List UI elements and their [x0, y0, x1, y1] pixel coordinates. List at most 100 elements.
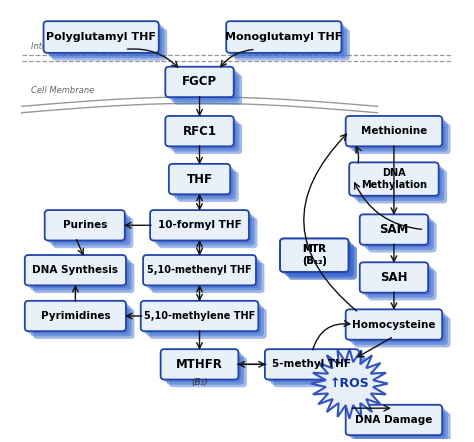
FancyBboxPatch shape	[360, 262, 428, 293]
Text: RFC1: RFC1	[182, 125, 217, 137]
FancyBboxPatch shape	[141, 301, 258, 331]
FancyBboxPatch shape	[346, 309, 442, 340]
Text: DNA
Methylation: DNA Methylation	[361, 168, 427, 190]
FancyBboxPatch shape	[271, 354, 365, 385]
FancyBboxPatch shape	[144, 303, 261, 334]
Text: MTHFR: MTHFR	[176, 358, 223, 371]
FancyBboxPatch shape	[146, 258, 259, 288]
FancyBboxPatch shape	[49, 27, 164, 58]
Text: ↑ROS: ↑ROS	[329, 377, 369, 390]
FancyBboxPatch shape	[33, 309, 135, 339]
FancyBboxPatch shape	[27, 258, 129, 288]
FancyBboxPatch shape	[30, 306, 132, 336]
FancyBboxPatch shape	[351, 121, 448, 152]
FancyBboxPatch shape	[365, 267, 434, 298]
FancyBboxPatch shape	[354, 317, 451, 347]
FancyBboxPatch shape	[289, 246, 357, 280]
Text: Cell Membrane: Cell Membrane	[31, 87, 94, 95]
FancyBboxPatch shape	[348, 312, 445, 342]
FancyBboxPatch shape	[363, 265, 431, 295]
FancyBboxPatch shape	[169, 357, 247, 387]
FancyBboxPatch shape	[273, 357, 367, 387]
Text: (B₂): (B₂)	[191, 378, 208, 387]
FancyBboxPatch shape	[171, 72, 239, 102]
FancyBboxPatch shape	[229, 24, 344, 55]
FancyBboxPatch shape	[289, 246, 357, 280]
FancyBboxPatch shape	[25, 301, 126, 331]
FancyBboxPatch shape	[351, 315, 448, 345]
Text: DNA Synthesis: DNA Synthesis	[32, 265, 118, 275]
FancyBboxPatch shape	[268, 352, 362, 382]
Text: 5,10-methenyl THF: 5,10-methenyl THF	[147, 265, 252, 275]
FancyBboxPatch shape	[365, 220, 434, 250]
Text: Monoglutamyl THF: Monoglutamyl THF	[225, 32, 343, 42]
FancyBboxPatch shape	[174, 124, 242, 154]
FancyBboxPatch shape	[50, 215, 130, 246]
Text: Methionine: Methionine	[361, 126, 427, 136]
Text: DNA Damage: DNA Damage	[355, 415, 433, 425]
FancyBboxPatch shape	[357, 170, 447, 203]
Polygon shape	[311, 348, 388, 419]
FancyBboxPatch shape	[349, 162, 438, 196]
FancyBboxPatch shape	[352, 165, 441, 198]
FancyBboxPatch shape	[346, 116, 442, 146]
FancyBboxPatch shape	[346, 405, 442, 435]
FancyBboxPatch shape	[30, 260, 132, 290]
FancyBboxPatch shape	[149, 260, 262, 290]
FancyBboxPatch shape	[152, 263, 264, 293]
FancyBboxPatch shape	[177, 171, 238, 202]
Text: 5-methyl THF: 5-methyl THF	[273, 359, 351, 370]
FancyBboxPatch shape	[27, 303, 129, 334]
Text: FGCP: FGCP	[182, 76, 217, 88]
FancyBboxPatch shape	[174, 74, 242, 105]
FancyBboxPatch shape	[280, 239, 348, 272]
FancyBboxPatch shape	[171, 121, 239, 152]
FancyBboxPatch shape	[166, 354, 244, 385]
FancyBboxPatch shape	[283, 241, 351, 274]
FancyBboxPatch shape	[164, 352, 241, 382]
FancyBboxPatch shape	[168, 69, 237, 100]
FancyBboxPatch shape	[355, 168, 444, 201]
FancyBboxPatch shape	[235, 29, 350, 61]
FancyBboxPatch shape	[169, 164, 230, 194]
FancyBboxPatch shape	[146, 306, 264, 336]
Text: SAH: SAH	[380, 271, 408, 284]
FancyBboxPatch shape	[363, 217, 431, 248]
Text: SAM: SAM	[379, 223, 409, 236]
Text: MTR
(B₁₂): MTR (B₁₂)	[302, 244, 327, 266]
FancyBboxPatch shape	[45, 210, 125, 240]
FancyBboxPatch shape	[286, 244, 354, 277]
FancyBboxPatch shape	[174, 169, 236, 199]
Text: THF: THF	[187, 172, 212, 186]
FancyBboxPatch shape	[46, 24, 162, 55]
FancyBboxPatch shape	[360, 214, 428, 245]
FancyBboxPatch shape	[172, 167, 233, 197]
FancyBboxPatch shape	[283, 241, 351, 274]
FancyBboxPatch shape	[25, 255, 126, 286]
FancyBboxPatch shape	[286, 244, 354, 277]
FancyBboxPatch shape	[165, 67, 234, 97]
Text: Homocysteine: Homocysteine	[352, 320, 436, 330]
FancyBboxPatch shape	[44, 21, 159, 53]
FancyBboxPatch shape	[165, 116, 234, 146]
Text: Pyrimidines: Pyrimidines	[41, 311, 110, 321]
FancyBboxPatch shape	[232, 27, 347, 58]
Text: 10-formyl THF: 10-formyl THF	[158, 220, 241, 230]
FancyBboxPatch shape	[153, 213, 252, 243]
FancyBboxPatch shape	[47, 213, 128, 243]
FancyBboxPatch shape	[156, 215, 255, 246]
FancyBboxPatch shape	[52, 29, 167, 61]
FancyBboxPatch shape	[280, 239, 348, 272]
FancyBboxPatch shape	[33, 263, 135, 293]
FancyBboxPatch shape	[351, 410, 448, 440]
FancyBboxPatch shape	[354, 412, 451, 442]
Text: Polyglutamyl THF: Polyglutamyl THF	[46, 32, 156, 42]
Text: Intestinal brush border: Intestinal brush border	[31, 42, 127, 51]
Text: MTR
(B₁₂): MTR (B₁₂)	[302, 244, 327, 266]
FancyBboxPatch shape	[348, 118, 445, 149]
FancyBboxPatch shape	[348, 408, 445, 438]
FancyBboxPatch shape	[265, 349, 359, 380]
FancyBboxPatch shape	[53, 218, 133, 248]
FancyBboxPatch shape	[149, 309, 267, 339]
FancyBboxPatch shape	[158, 218, 257, 248]
